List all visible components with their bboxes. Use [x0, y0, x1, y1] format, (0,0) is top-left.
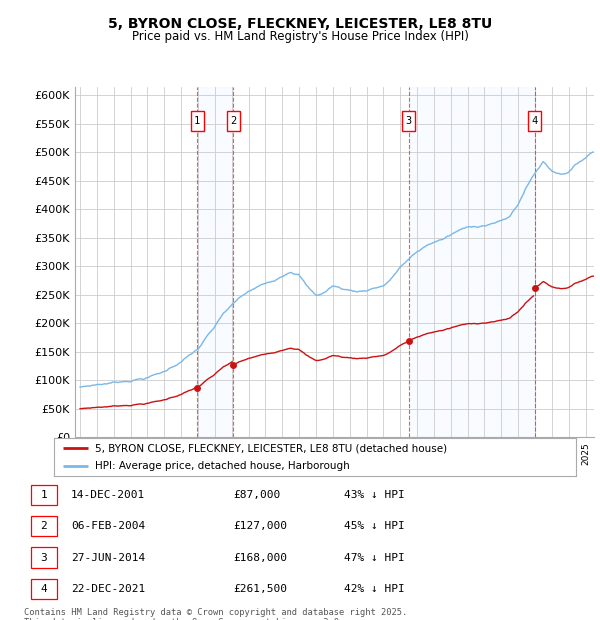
- Text: Price paid vs. HM Land Registry's House Price Index (HPI): Price paid vs. HM Land Registry's House …: [131, 30, 469, 43]
- Text: 4: 4: [532, 116, 538, 126]
- Text: 06-FEB-2004: 06-FEB-2004: [71, 521, 145, 531]
- Bar: [197, 87, 233, 437]
- Text: 2: 2: [40, 521, 47, 531]
- FancyBboxPatch shape: [31, 485, 57, 505]
- Text: £127,000: £127,000: [234, 521, 288, 531]
- Bar: [409, 87, 535, 437]
- FancyBboxPatch shape: [403, 111, 415, 131]
- Text: 1: 1: [194, 116, 200, 126]
- Text: £87,000: £87,000: [234, 490, 281, 500]
- Text: 22-DEC-2021: 22-DEC-2021: [71, 584, 145, 594]
- FancyBboxPatch shape: [528, 111, 541, 131]
- Text: 3: 3: [406, 116, 412, 126]
- Text: 3: 3: [40, 552, 47, 562]
- Text: £261,500: £261,500: [234, 584, 288, 594]
- FancyBboxPatch shape: [31, 578, 57, 599]
- FancyBboxPatch shape: [31, 516, 57, 536]
- Text: 5, BYRON CLOSE, FLECKNEY, LEICESTER, LE8 8TU (detached house): 5, BYRON CLOSE, FLECKNEY, LEICESTER, LE8…: [95, 443, 447, 453]
- Text: 14-DEC-2001: 14-DEC-2001: [71, 490, 145, 500]
- Text: 2: 2: [230, 116, 236, 126]
- Text: HPI: Average price, detached house, Harborough: HPI: Average price, detached house, Harb…: [95, 461, 349, 471]
- Text: 47% ↓ HPI: 47% ↓ HPI: [344, 552, 405, 562]
- Text: 45% ↓ HPI: 45% ↓ HPI: [344, 521, 405, 531]
- Text: Contains HM Land Registry data © Crown copyright and database right 2025.
This d: Contains HM Land Registry data © Crown c…: [24, 608, 407, 620]
- FancyBboxPatch shape: [191, 111, 203, 131]
- Text: 43% ↓ HPI: 43% ↓ HPI: [344, 490, 405, 500]
- Text: 5, BYRON CLOSE, FLECKNEY, LEICESTER, LE8 8TU: 5, BYRON CLOSE, FLECKNEY, LEICESTER, LE8…: [108, 17, 492, 32]
- Text: 1: 1: [40, 490, 47, 500]
- Text: £168,000: £168,000: [234, 552, 288, 562]
- FancyBboxPatch shape: [31, 547, 57, 568]
- Text: 27-JUN-2014: 27-JUN-2014: [71, 552, 145, 562]
- Text: 42% ↓ HPI: 42% ↓ HPI: [344, 584, 405, 594]
- FancyBboxPatch shape: [227, 111, 240, 131]
- Text: 4: 4: [40, 584, 47, 594]
